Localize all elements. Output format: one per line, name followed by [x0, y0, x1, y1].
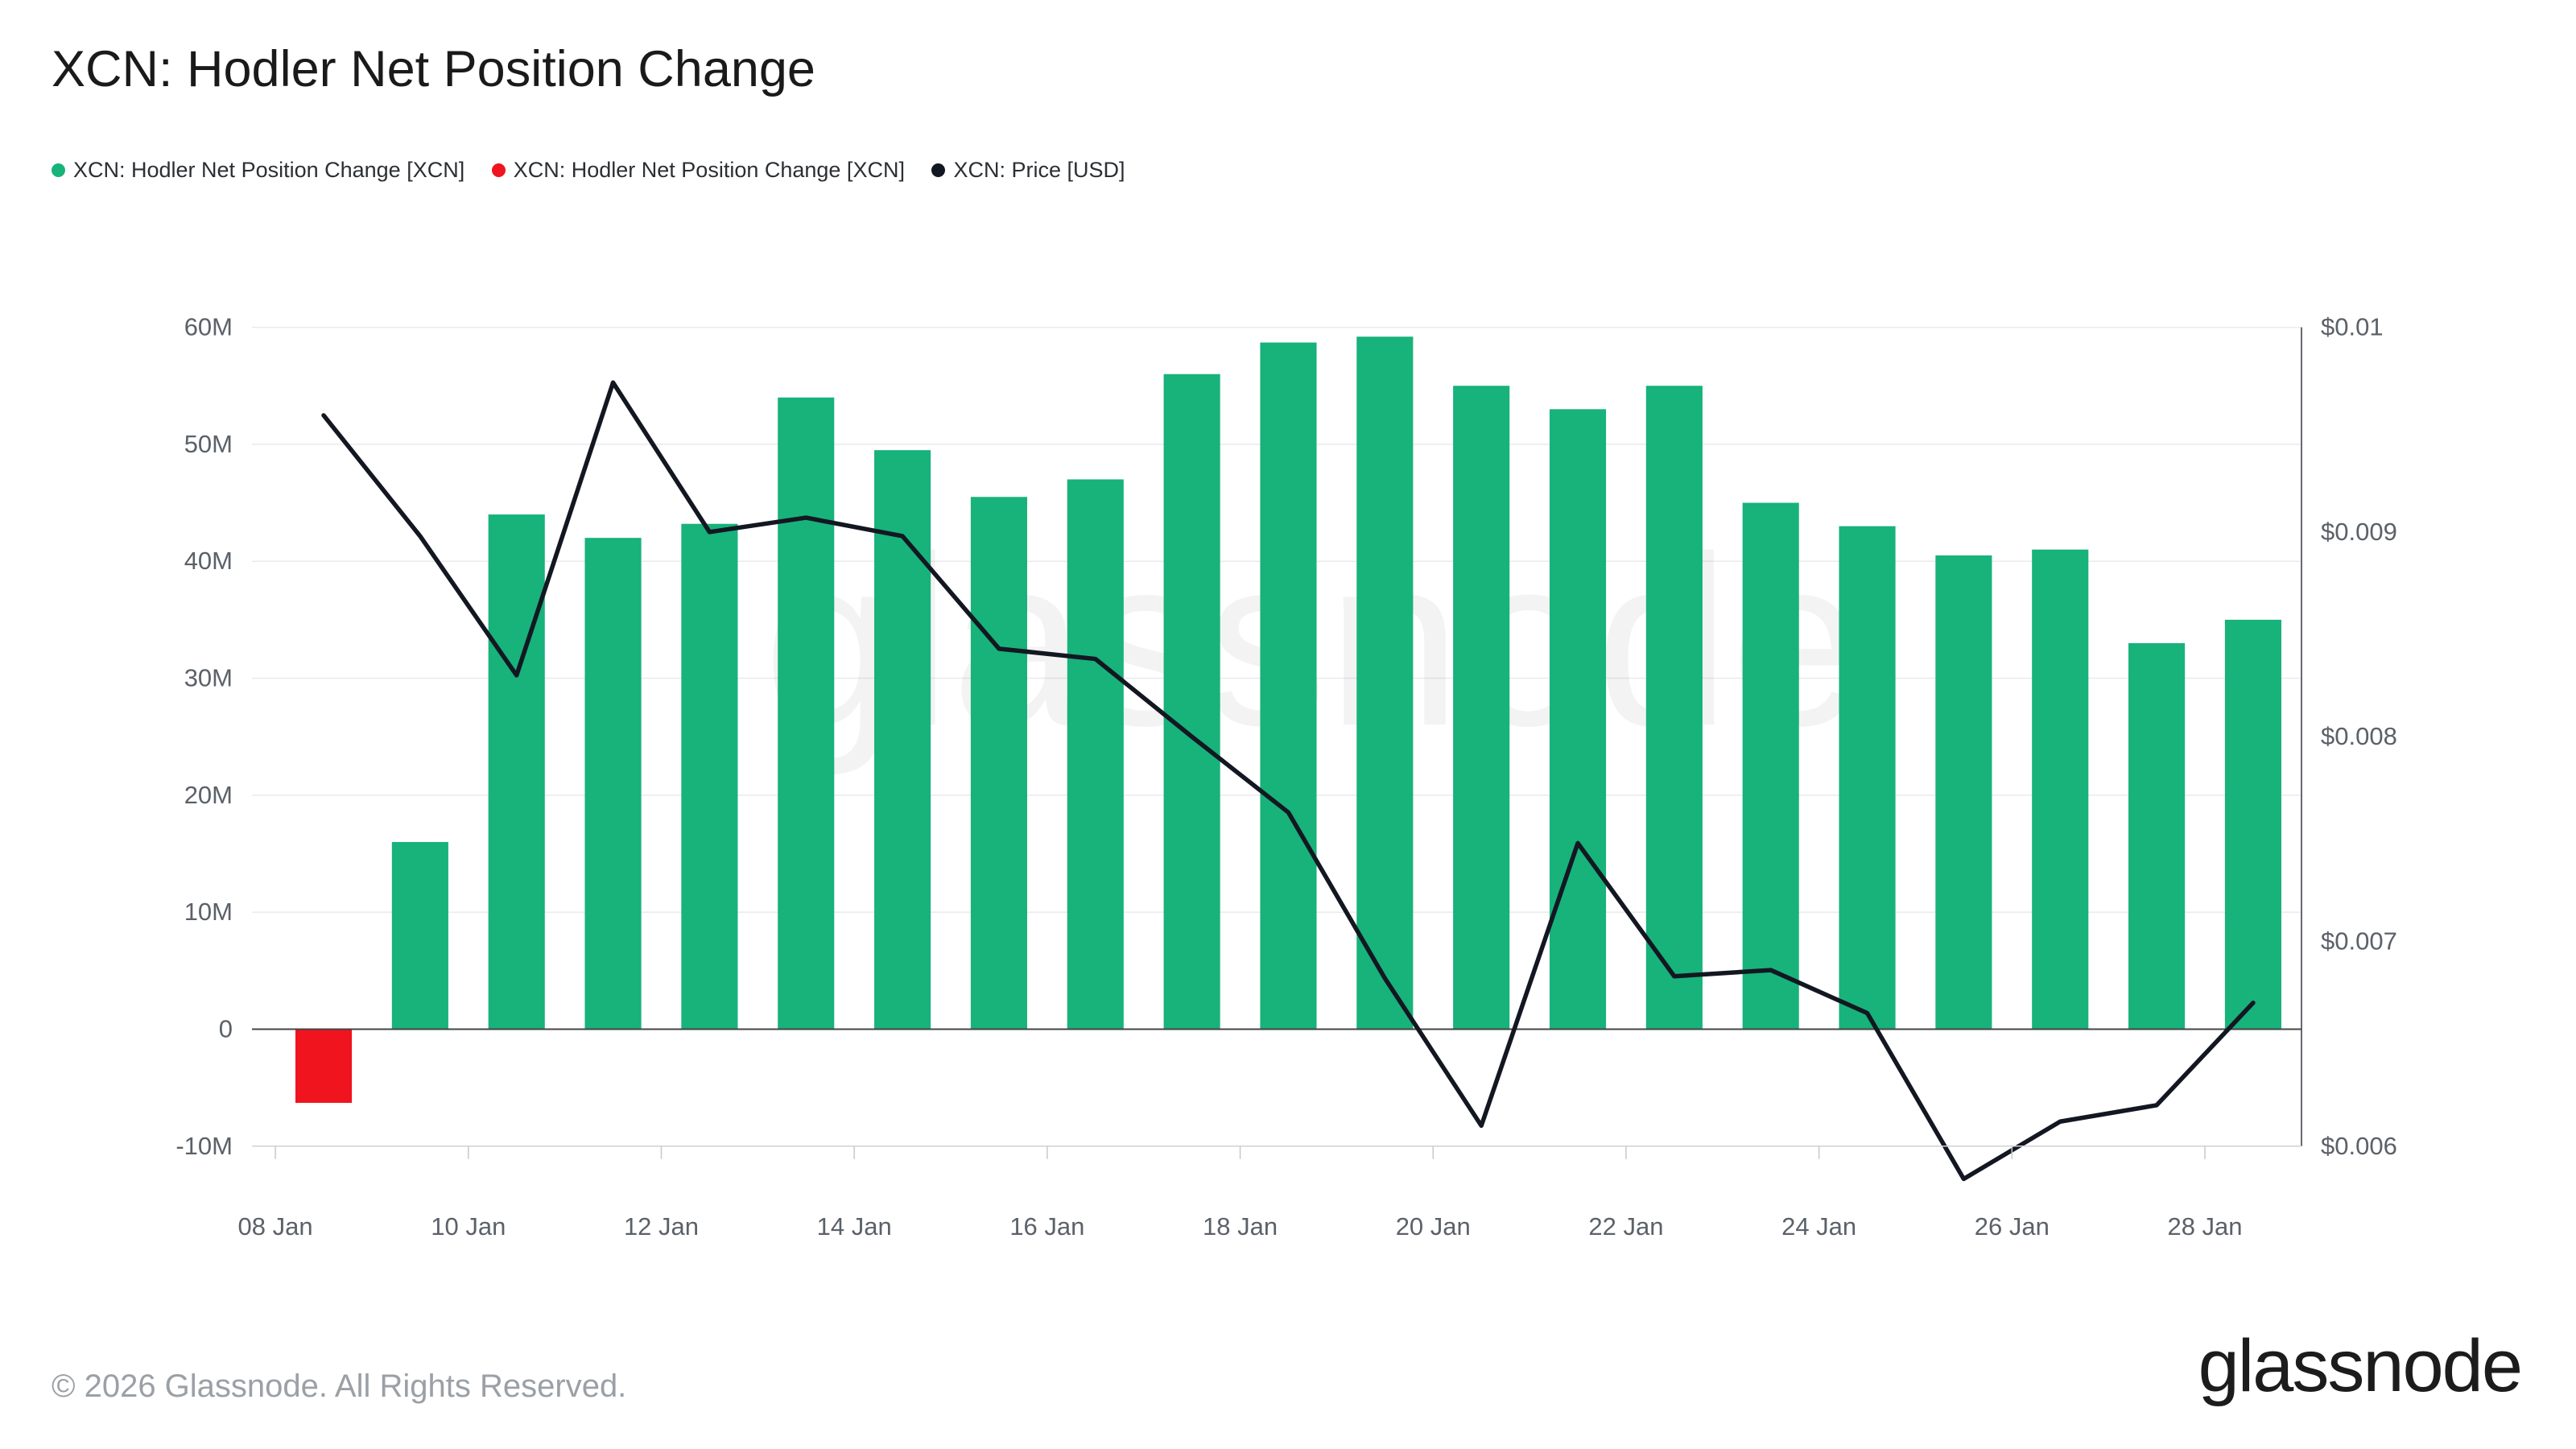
svg-text:10 Jan: 10 Jan	[431, 1212, 506, 1241]
svg-text:$0.007: $0.007	[2321, 927, 2397, 955]
svg-text:$0.008: $0.008	[2321, 722, 2397, 750]
svg-text:08 Jan: 08 Jan	[238, 1212, 313, 1241]
svg-text:30M: 30M	[184, 664, 233, 692]
svg-text:16 Jan: 16 Jan	[1009, 1212, 1084, 1241]
svg-text:24 Jan: 24 Jan	[1781, 1212, 1856, 1241]
svg-text:12 Jan: 12 Jan	[624, 1212, 699, 1241]
svg-text:50M: 50M	[184, 430, 233, 458]
svg-text:-10M: -10M	[175, 1132, 233, 1160]
svg-text:20M: 20M	[184, 781, 233, 809]
svg-text:$0.009: $0.009	[2321, 518, 2397, 546]
svg-text:60M: 60M	[184, 313, 233, 341]
svg-text:40M: 40M	[184, 547, 233, 575]
svg-text:$0.01: $0.01	[2321, 313, 2384, 341]
svg-text:28 Jan: 28 Jan	[2167, 1212, 2242, 1241]
svg-text:14 Jan: 14 Jan	[817, 1212, 892, 1241]
svg-text:26 Jan: 26 Jan	[1975, 1212, 2050, 1241]
svg-text:10M: 10M	[184, 898, 233, 926]
svg-text:18 Jan: 18 Jan	[1203, 1212, 1278, 1241]
svg-text:22 Jan: 22 Jan	[1588, 1212, 1663, 1241]
svg-text:0: 0	[219, 1014, 233, 1042]
svg-text:20 Jan: 20 Jan	[1396, 1212, 1471, 1241]
svg-text:$0.006: $0.006	[2321, 1132, 2397, 1160]
